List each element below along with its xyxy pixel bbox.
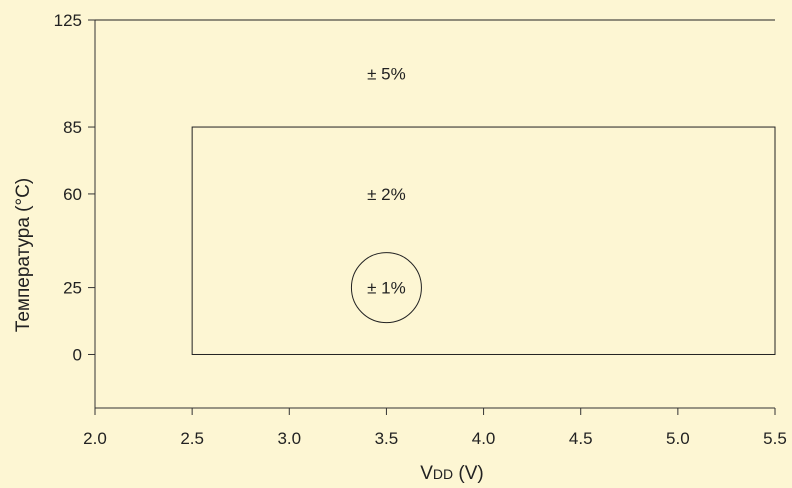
x-tick-label: 2.5 (180, 429, 204, 448)
region-circle-1pct (350, 252, 422, 324)
x-tick-label: 2.0 (83, 429, 107, 448)
x-axis-title-main: V (420, 463, 433, 484)
x-axis-title-unit: (V) (453, 463, 484, 484)
y-tick-label: 25 (63, 279, 82, 298)
region-rect-2pct (191, 126, 776, 355)
y-axis-title: Температура (°C) (13, 178, 34, 332)
x-axis-title: VDD (V) (420, 463, 484, 484)
x-tick-label: 3.0 (277, 429, 301, 448)
region-label: ± 5% (367, 65, 406, 84)
x-tick-label: 5.0 (666, 429, 690, 448)
y-tick-label: 85 (63, 118, 82, 137)
region-label: ± 1% (367, 279, 406, 298)
x-tick-label: 4.5 (569, 429, 593, 448)
region-labels: ± 5% ± 2% ± 1% (367, 65, 406, 298)
region-label: ± 2% (367, 185, 406, 204)
y-tick-label: 125 (54, 11, 82, 30)
x-axis-title-subscript: DD (433, 466, 453, 482)
x-tick-label: 3.5 (375, 429, 399, 448)
axes: 0 25 60 85 125 2.0 2.5 3.0 3.5 4.0 4.5 5.0 5.5 (54, 11, 787, 448)
x-tick-label: 4.0 (472, 429, 496, 448)
y-tick-label: 0 (73, 345, 82, 364)
x-tick-label: 5.5 (763, 429, 787, 448)
y-tick-label: 60 (63, 185, 82, 204)
regions (95, 19, 776, 355)
